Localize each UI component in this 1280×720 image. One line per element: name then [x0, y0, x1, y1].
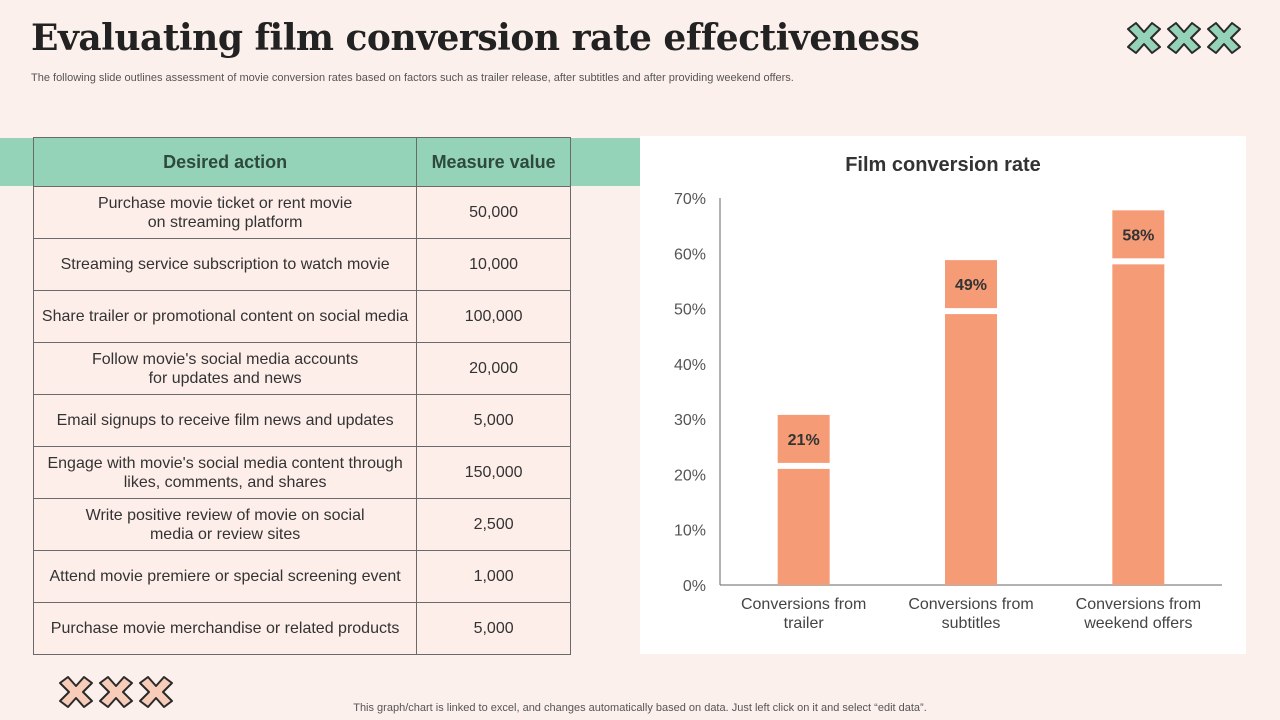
bar	[1112, 264, 1165, 585]
x-tick-label: trailer	[784, 615, 825, 632]
data-label-box	[1112, 210, 1165, 259]
action-cell: Email signups to receive film news and u…	[32, 394, 418, 447]
measure-value-cell: 150,000	[416, 446, 571, 499]
action-cell: Streaming service subscription to watch …	[32, 238, 418, 291]
y-tick-label: 50%	[674, 302, 706, 319]
table-row: Purchase movie merchandise or related pr…	[32, 602, 571, 655]
action-text-line: Streaming service subscription to watch …	[60, 256, 390, 273]
measure-value-cell: 5,000	[416, 394, 571, 447]
table-row: Engage with movie's social media content…	[32, 446, 571, 499]
action-cell: Engage with movie's social media content…	[32, 446, 418, 499]
action-text-line: media or review sites	[149, 525, 301, 543]
action-cell: Follow movie's social media accounts for …	[32, 342, 418, 395]
x-tick-label: Conversions from	[1076, 596, 1201, 613]
action-cell: Share trailer or promotional content on …	[32, 290, 418, 343]
table-row: Follow movie's social media accounts for …	[32, 342, 571, 395]
bar	[777, 468, 830, 585]
action-text-line: Attend movie premiere or special screeni…	[49, 568, 401, 585]
cross-icon	[59, 676, 93, 708]
action-text-line: likes, comments, and shares	[123, 473, 327, 491]
footer-note: This graph/chart is linked to excel, and…	[353, 702, 927, 714]
measure-value-cell: 1,000	[416, 550, 571, 603]
y-tick-label: 0%	[683, 578, 706, 595]
measure-value-cell: 10,000	[416, 238, 571, 291]
measure-value-cell: 50,000	[416, 186, 571, 239]
chart-title: Film conversion rate	[845, 154, 1041, 176]
cross-icon	[1207, 22, 1241, 54]
action-text-line: Follow movie's social media accounts	[91, 350, 359, 368]
action-text-line: Purchase movie merchandise or related pr…	[50, 620, 400, 637]
action-text-line: Email signups to receive film news and u…	[56, 412, 394, 429]
cross-icon	[1167, 22, 1201, 54]
table-row: Email signups to receive film news and u…	[32, 394, 571, 447]
film-conversion-chart: Film conversion rate 0% 10% 20% 30% 40% 50% 60%…	[674, 154, 1222, 632]
actions-table: Desired action Measure value Purchase mo…	[32, 137, 571, 655]
cross-icon	[99, 676, 133, 708]
measure-value-cell: 5,000	[416, 602, 571, 655]
action-cell: Purchase movie ticket or rent movie on st…	[32, 186, 418, 239]
y-tick-label: 70%	[674, 191, 706, 208]
table-row: Purchase movie ticket or rent movie on st…	[32, 186, 571, 239]
table-row: Streaming service subscription to watch …	[32, 238, 571, 291]
data-label: 21%	[788, 432, 820, 449]
table-row: Write positive review of movie on social…	[32, 498, 571, 551]
y-tick-label: 30%	[674, 412, 706, 429]
action-cell: Attend movie premiere or special screeni…	[32, 550, 418, 603]
measure-value-cell: 2,500	[416, 498, 571, 551]
x-tick-label: Conversions from	[741, 596, 866, 613]
action-text-line: Share trailer or promotional content on …	[41, 308, 409, 325]
header-measure-value: Measure value	[416, 137, 571, 187]
x-tick-label: Conversions from	[908, 596, 1033, 613]
header-desired-action: Desired action	[32, 137, 418, 187]
action-cell: Write positive review of movie on social…	[32, 498, 418, 551]
data-label-box	[777, 414, 830, 463]
x-tick-label: weekend offers	[1083, 615, 1192, 632]
bar	[945, 314, 997, 585]
y-tick-label: 60%	[674, 246, 706, 263]
action-cell: Purchase movie merchandise or related pr…	[32, 602, 418, 655]
page-subtitle: The following slide outlines assessment …	[31, 72, 794, 84]
y-tick-label: 10%	[674, 523, 706, 540]
table-row: Share trailer or promotional content on …	[32, 290, 571, 343]
action-text-line: Engage with movie's social media content…	[47, 454, 403, 472]
data-label-box	[945, 260, 997, 309]
data-label: 49%	[955, 277, 987, 294]
measure-value-cell: 100,000	[416, 290, 571, 343]
x-tick-label: subtitles	[942, 615, 1001, 632]
decoration-crosses-top	[1124, 21, 1244, 55]
data-label: 58%	[1122, 227, 1154, 244]
cross-icon	[1127, 22, 1161, 54]
table-row: Attend movie premiere or special screeni…	[32, 550, 571, 603]
action-text-line: Write positive review of movie on social	[85, 506, 365, 524]
y-tick-label: 20%	[674, 467, 706, 484]
cross-icon	[139, 676, 173, 708]
action-text-line: Purchase movie ticket or rent movie	[97, 194, 353, 212]
table-header-row: Desired action Measure value	[32, 137, 571, 187]
page-title: Evaluating film conversion rate effectiv…	[31, 17, 920, 59]
measure-value-cell: 20,000	[416, 342, 571, 395]
action-text-line: on streaming platform	[147, 213, 303, 231]
decoration-crosses-bottom	[56, 675, 176, 709]
y-tick-label: 40%	[674, 357, 706, 374]
action-text-line: for updates and news	[148, 369, 302, 387]
chart-panel: Film conversion rate 0% 10% 20% 30% 40% 50% 60%…	[640, 136, 1246, 654]
